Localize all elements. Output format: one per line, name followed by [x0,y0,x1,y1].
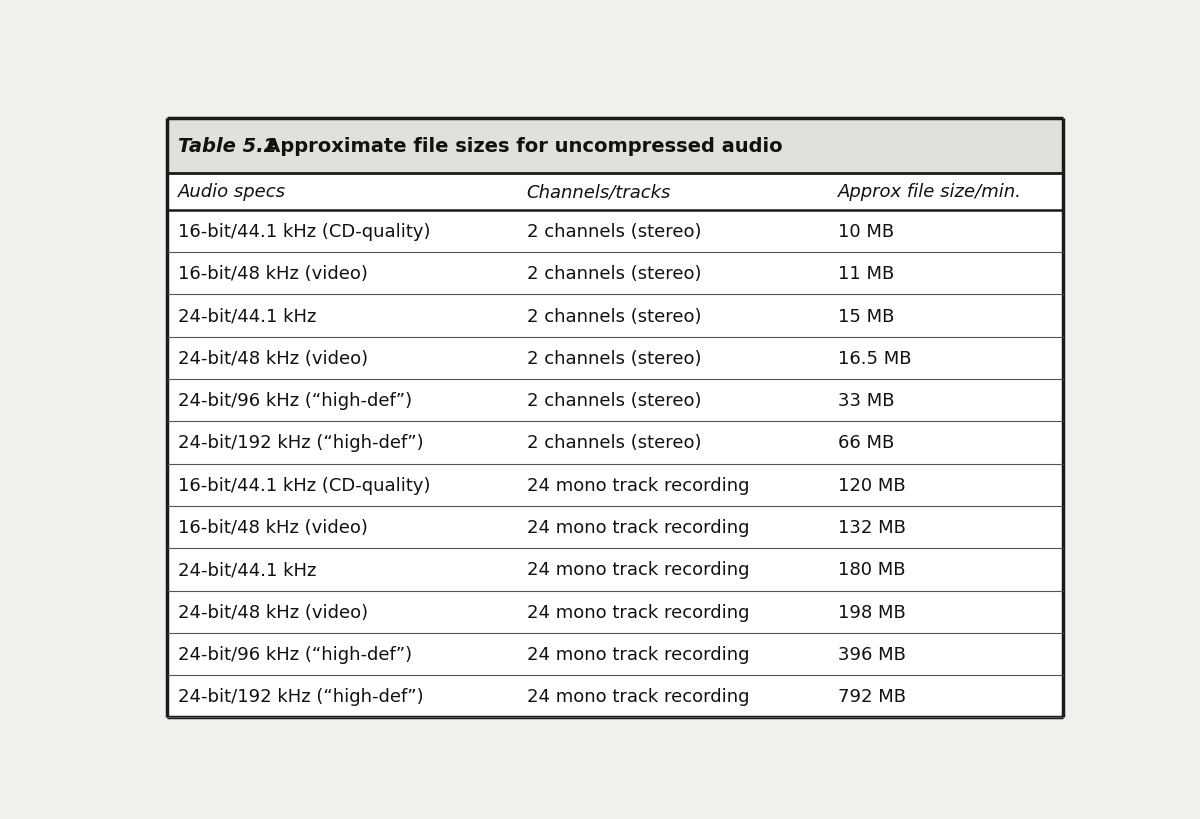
Text: 16-bit/48 kHz (video): 16-bit/48 kHz (video) [178,518,367,536]
Text: 792 MB: 792 MB [839,687,906,705]
Text: 198 MB: 198 MB [839,603,906,621]
Text: 24-bit/44.1 kHz: 24-bit/44.1 kHz [178,561,317,579]
Text: 180 MB: 180 MB [839,561,906,579]
Text: 16-bit/44.1 kHz (CD-quality): 16-bit/44.1 kHz (CD-quality) [178,223,431,241]
Text: Table 5.2: Table 5.2 [178,137,277,156]
Text: Channels/tracks: Channels/tracks [527,183,671,201]
Text: 33 MB: 33 MB [839,391,895,410]
Text: 396 MB: 396 MB [839,645,906,663]
Text: 2 channels (stereo): 2 channels (stereo) [527,350,701,368]
Text: 24 mono track recording: 24 mono track recording [527,603,749,621]
Text: 24 mono track recording: 24 mono track recording [527,476,749,494]
Text: 24-bit/192 kHz (“high-def”): 24-bit/192 kHz (“high-def”) [178,434,424,452]
Text: 24 mono track recording: 24 mono track recording [527,687,749,705]
Text: 24-bit/96 kHz (“high-def”): 24-bit/96 kHz (“high-def”) [178,391,412,410]
Text: 2 channels (stereo): 2 channels (stereo) [527,307,701,325]
Text: 16-bit/48 kHz (video): 16-bit/48 kHz (video) [178,265,367,283]
Text: 24 mono track recording: 24 mono track recording [527,561,749,579]
Text: 2 channels (stereo): 2 channels (stereo) [527,391,701,410]
Text: 24-bit/48 kHz (video): 24-bit/48 kHz (video) [178,603,368,621]
Text: Audio specs: Audio specs [178,183,286,201]
Text: 132 MB: 132 MB [839,518,906,536]
Text: 10 MB: 10 MB [839,223,894,241]
Text: 24 mono track recording: 24 mono track recording [527,518,749,536]
Text: 24-bit/48 kHz (video): 24-bit/48 kHz (video) [178,350,368,368]
Text: 24 mono track recording: 24 mono track recording [527,645,749,663]
Text: 11 MB: 11 MB [839,265,894,283]
Bar [167,119,1063,174]
Text: 2 channels (stereo): 2 channels (stereo) [527,265,701,283]
Text: 16.5 MB: 16.5 MB [839,350,912,368]
Text: Approximate file sizes for uncompressed audio: Approximate file sizes for uncompressed … [245,137,782,156]
Text: 2 channels (stereo): 2 channels (stereo) [527,434,701,452]
Text: 24-bit/192 kHz (“high-def”): 24-bit/192 kHz (“high-def”) [178,687,424,705]
Text: 24-bit/44.1 kHz: 24-bit/44.1 kHz [178,307,317,325]
Text: 66 MB: 66 MB [839,434,894,452]
Text: 15 MB: 15 MB [839,307,894,325]
Text: 2 channels (stereo): 2 channels (stereo) [527,223,701,241]
Text: Approx file size/min.: Approx file size/min. [839,183,1022,201]
Text: 120 MB: 120 MB [839,476,906,494]
Text: 24-bit/96 kHz (“high-def”): 24-bit/96 kHz (“high-def”) [178,645,412,663]
Text: 16-bit/44.1 kHz (CD-quality): 16-bit/44.1 kHz (CD-quality) [178,476,431,494]
